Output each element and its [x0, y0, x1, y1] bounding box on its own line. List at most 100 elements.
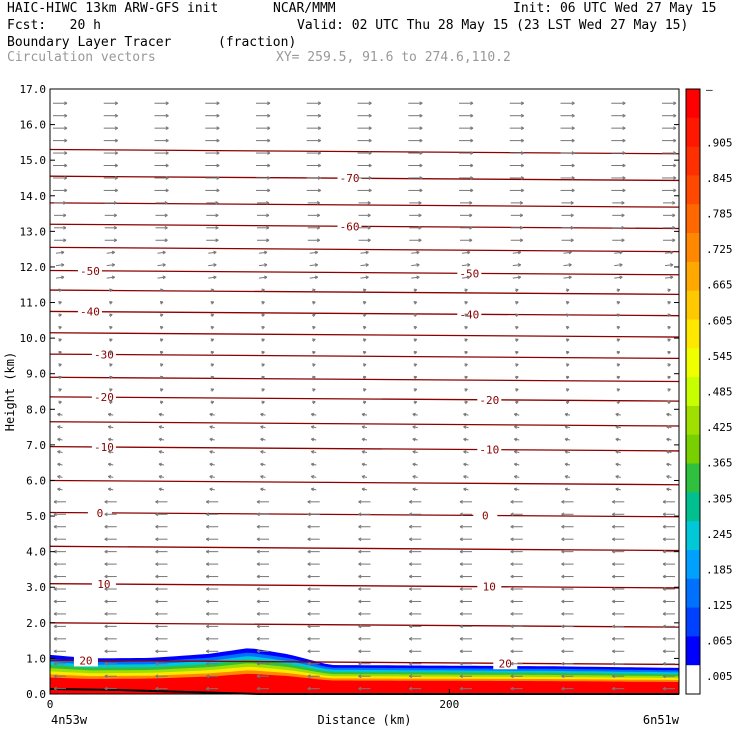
circulation-vector	[513, 412, 520, 417]
circulation-vector	[53, 636, 66, 641]
circulation-vector	[358, 649, 371, 654]
contour-label-bg	[77, 305, 102, 318]
circulation-vector	[612, 599, 625, 604]
circulation-vector	[53, 686, 66, 691]
circulation-vector	[662, 686, 676, 691]
circulation-vector	[459, 524, 473, 529]
circulation-vector	[57, 487, 63, 492]
circulation-vector	[206, 674, 219, 679]
colorbar-label: .845	[706, 172, 733, 185]
circulation-vector	[512, 250, 522, 255]
circulation-vector	[413, 301, 418, 305]
circulation-vector	[256, 587, 269, 591]
circulation-vector	[662, 113, 677, 118]
circulation-vector	[412, 437, 418, 442]
circulation-vector	[561, 537, 574, 542]
temperature-contour	[49, 202, 680, 208]
circulation-vector	[260, 412, 266, 417]
circulation-vector	[104, 562, 117, 566]
circulation-vector	[361, 475, 368, 479]
circulation-vector	[662, 599, 676, 604]
circulation-vector	[662, 524, 676, 529]
circulation-vector	[616, 375, 621, 380]
circulation-vector	[611, 126, 626, 131]
temperature-contour	[49, 310, 680, 317]
circulation-vector	[565, 400, 570, 405]
circulation-vector	[210, 325, 215, 330]
circulation-vector	[210, 288, 215, 293]
circulation-vector	[510, 225, 523, 230]
temperature-contour	[49, 269, 680, 276]
contour-label: -40	[459, 308, 479, 321]
circulation-vector	[560, 101, 575, 106]
circulation-vector	[612, 574, 625, 579]
circulation-vector	[662, 624, 676, 629]
circulation-vector	[256, 201, 270, 205]
circulation-vector	[464, 363, 468, 367]
circulation-vector	[510, 213, 523, 218]
colorbar-label: .905	[706, 136, 733, 149]
circulation-vector	[103, 176, 118, 180]
circulation-vector	[358, 661, 371, 666]
circulation-vector	[662, 612, 676, 616]
circulation-vector	[510, 512, 523, 517]
circulation-vector	[109, 338, 113, 342]
circulation-vector	[459, 113, 474, 118]
circulation-vector	[459, 599, 473, 604]
circulation-vector	[52, 113, 68, 118]
circulation-vector	[510, 524, 523, 529]
circulation-vector	[509, 126, 524, 131]
circulation-vector	[261, 301, 265, 305]
circulation-vector	[357, 101, 372, 106]
contour-label: -30	[94, 348, 114, 361]
circulation-vector	[104, 624, 117, 629]
circulation-vector	[206, 524, 219, 529]
circulation-vector	[58, 388, 62, 392]
circulation-vector	[261, 388, 265, 392]
circulation-vector	[158, 450, 165, 454]
circulation-vector	[611, 176, 626, 180]
circulation-vector	[616, 313, 621, 318]
circulation-vector	[57, 412, 63, 417]
circulation-vector	[663, 238, 676, 243]
circulation-vector	[611, 163, 626, 168]
circulation-vector	[463, 475, 469, 479]
circulation-vector	[261, 363, 265, 367]
circulation-vector	[510, 549, 523, 554]
circulation-vector	[362, 325, 367, 330]
circulation-vector	[413, 288, 418, 293]
circulation-vector	[155, 537, 168, 542]
temperature-contour	[49, 622, 680, 628]
circulation-vector	[307, 587, 320, 591]
circulation-vector	[306, 151, 321, 155]
circulation-vector	[561, 524, 574, 529]
circulation-vector	[358, 612, 371, 616]
init-time: Init: 06 UTC Wed 27 May 15	[513, 1, 717, 16]
circulation-vector	[513, 487, 520, 492]
circulation-vector	[663, 201, 676, 205]
temperature-contour	[49, 479, 680, 486]
circulation-vector	[561, 574, 574, 579]
circulation-vector	[206, 201, 219, 205]
circulation-vector	[611, 113, 626, 118]
circulation-vector	[409, 674, 422, 679]
circulation-vector	[53, 225, 67, 230]
colorbar-swatch	[686, 117, 700, 148]
circulation-vector	[210, 301, 215, 305]
circulation-vector	[565, 363, 570, 367]
circulation-vector	[459, 163, 474, 168]
circulation-vector	[256, 599, 269, 604]
circulation-vector	[53, 213, 67, 218]
contour-label: 20	[499, 657, 512, 670]
circulation-vector	[662, 574, 676, 579]
circulation-vector	[205, 101, 220, 106]
circulation-vector	[408, 126, 423, 131]
circulation-vector	[409, 661, 422, 666]
colorbar-swatch	[686, 521, 700, 551]
circulation-vector	[459, 661, 473, 666]
circulation-vector	[362, 375, 367, 380]
y-tick-label: 13.0	[20, 225, 47, 238]
circulation-vector	[510, 624, 523, 629]
circulation-vector	[360, 250, 369, 255]
y-tick-label: 4.0	[26, 546, 46, 559]
